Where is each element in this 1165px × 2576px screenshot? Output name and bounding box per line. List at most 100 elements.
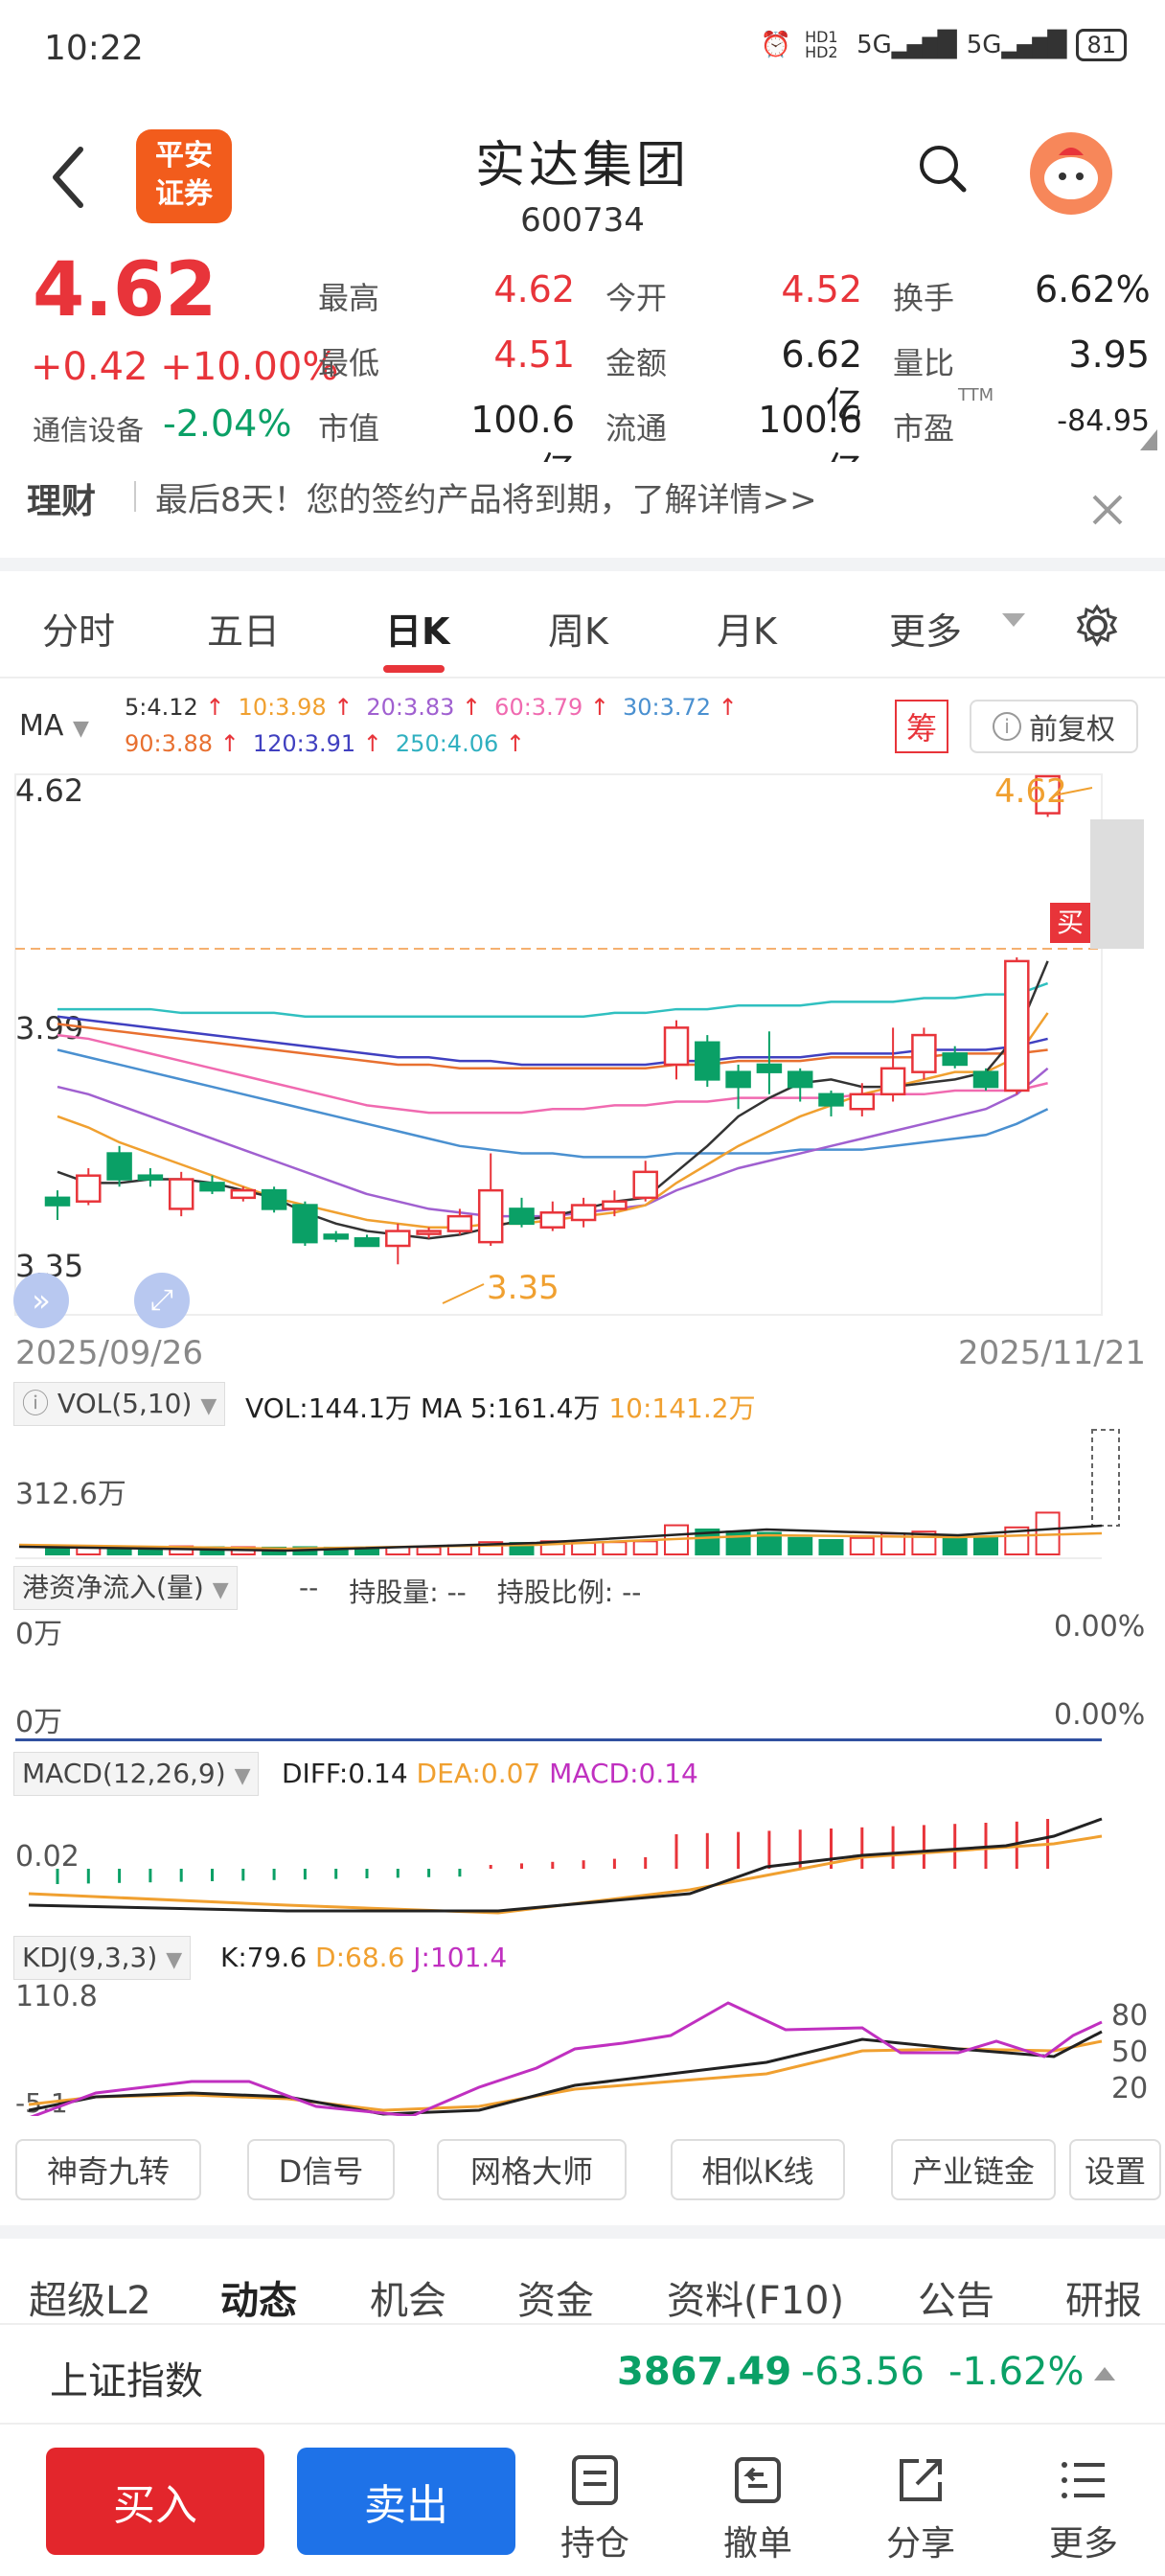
chip-distribution-button[interactable]: 筹 xyxy=(895,700,948,753)
tab-4[interactable]: 月K xyxy=(717,610,777,653)
pe-ttm-sup: TTM xyxy=(958,385,994,405)
tool-button-4[interactable]: 产业链金 xyxy=(891,2139,1056,2200)
ma-line-7 xyxy=(57,960,1049,1240)
candle-8 xyxy=(292,1201,318,1246)
banner-text[interactable]: 最后8天！您的签约产品将到期，了解详情>> xyxy=(155,481,817,519)
tool-button-5[interactable]: 设置 xyxy=(1069,2139,1161,2200)
ma-line-2 xyxy=(57,1023,1048,1070)
low-marker-line xyxy=(442,1283,485,1304)
candle-1 xyxy=(76,1167,102,1206)
hk-flow-selector[interactable]: 港资净流入(量) ▼ xyxy=(13,1566,238,1610)
volume-indicator-selector[interactable]: ⓘ VOL(5,10) ▼ xyxy=(13,1382,226,1426)
macd-ytick: 0.02 xyxy=(15,1840,80,1874)
broker-logo[interactable]: 平安 证券 xyxy=(136,129,232,223)
index-change: -63.56 xyxy=(801,2350,925,2394)
dea-line xyxy=(28,1834,1103,1915)
stat-label-0: 最高 xyxy=(318,280,380,316)
kdj-values: K:79.6 D:68.6 J:101.4 xyxy=(220,1942,508,1973)
candlestick-chart[interactable] xyxy=(0,767,1165,1322)
kdj-selector[interactable]: KDJ(9,3,3) ▼ xyxy=(13,1936,192,1980)
fullscreen-icon[interactable]: ⤢ xyxy=(134,1273,190,1328)
more-button[interactable]: 更多 xyxy=(1040,2453,1127,2565)
index-name: 上证指数 xyxy=(50,2359,203,2404)
tab-2[interactable]: 日K xyxy=(385,610,450,653)
candle-9 xyxy=(323,1230,349,1243)
tab-1[interactable]: 五日 xyxy=(207,610,281,653)
tool-button-1[interactable]: D信号 xyxy=(247,2139,395,2200)
hk-left-top: 0万 xyxy=(15,1618,63,1651)
undo-icon xyxy=(735,2457,781,2503)
section-divider-2 xyxy=(0,2225,1165,2239)
share-icon xyxy=(900,2459,942,2501)
candle-28 xyxy=(911,1027,937,1080)
cancel-order-button[interactable]: 撤单 xyxy=(715,2453,801,2565)
index-value: 3867.49 xyxy=(617,2350,792,2394)
current-price: 4.62 xyxy=(33,247,217,334)
ma-legend-item: 60:3.79 ↑ xyxy=(494,694,609,721)
expand-triangle-icon[interactable] xyxy=(1140,429,1157,450)
macd-chart[interactable] xyxy=(0,1798,1165,1936)
candle-19 xyxy=(632,1161,658,1202)
info-tab-4[interactable]: 资料(F10) xyxy=(667,2279,845,2323)
stat-label-6: 市值 xyxy=(318,410,380,447)
kdj-level-50: 50 xyxy=(1111,2036,1149,2069)
ma-line-0 xyxy=(57,981,1049,1019)
tool-button-3[interactable]: 相似K线 xyxy=(671,2139,845,2200)
expand-up-icon[interactable] xyxy=(1094,2365,1115,2380)
price-change: +0.42 +10.00% xyxy=(31,345,339,389)
index-bar[interactable]: 上证指数 3867.49 -63.56 -1.62% xyxy=(0,2325,1165,2423)
buy-signal-marker[interactable]: 买 xyxy=(1050,903,1090,943)
sell-button[interactable]: 卖出 xyxy=(297,2448,515,2555)
volume-bar-24 xyxy=(788,1536,813,1556)
candle-16 xyxy=(539,1201,566,1231)
back-icon[interactable] xyxy=(48,144,86,211)
stat-label-5: 量比 xyxy=(893,345,955,381)
close-icon[interactable] xyxy=(1090,493,1125,527)
ma-selector[interactable]: MA ▼ xyxy=(19,709,89,743)
vol-ma10-line xyxy=(18,1531,1103,1551)
tab-3[interactable]: 周K xyxy=(548,610,608,653)
ma-legend-item: 10:3.98 ↑ xyxy=(238,694,354,721)
signal-5g-icon-2: 5G▂▄▆█ xyxy=(966,31,1067,59)
volume-chart[interactable] xyxy=(0,1428,1165,1562)
kdj-chart[interactable] xyxy=(0,1982,1165,2116)
assistant-avatar-icon[interactable] xyxy=(1030,132,1112,215)
chart-frame xyxy=(14,773,1103,1316)
stat-value-0: 4.62 xyxy=(493,268,575,310)
positions-button[interactable]: 持仓 xyxy=(552,2453,638,2565)
info-tab-3[interactable]: 资金 xyxy=(517,2279,594,2323)
kdj-level-20: 20 xyxy=(1111,2072,1149,2105)
info-tab-5[interactable]: 公告 xyxy=(918,2279,994,2323)
info-tab-0[interactable]: 超级L2 xyxy=(29,2279,151,2323)
signal-5g-icon: 5G▂▄▆█ xyxy=(857,31,957,59)
tab-5[interactable]: 更多 xyxy=(889,610,963,653)
promo-banner[interactable]: 理财 最后8天！您的签约产品将到期，了解详情>> xyxy=(0,462,1165,558)
search-icon[interactable] xyxy=(918,144,968,194)
positions-icon xyxy=(572,2455,618,2505)
banner-tag: 理财 xyxy=(27,482,97,521)
info-tab-2[interactable]: 机会 xyxy=(370,2279,446,2323)
sector-name[interactable]: 通信设备 xyxy=(33,414,145,447)
buy-button[interactable]: 买入 xyxy=(46,2448,264,2555)
tool-button-2[interactable]: 网格大师 xyxy=(437,2139,627,2200)
ma-legend-item: 250:4.06 ↑ xyxy=(395,730,525,757)
share-button[interactable]: 分享 xyxy=(878,2453,964,2565)
macd-selector[interactable]: MACD(12,26,9) ▼ xyxy=(13,1752,260,1796)
info-tab-6[interactable]: 研报 xyxy=(1065,2279,1142,2323)
tool-button-0[interactable]: 神奇九转 xyxy=(15,2139,201,2200)
tab-divider xyxy=(0,677,1165,678)
y-axis-top: 4.62 xyxy=(15,772,84,809)
info-icon-small: ⓘ xyxy=(22,1388,50,1419)
kdj-k-line xyxy=(28,2030,1103,2116)
candle-5 xyxy=(199,1175,225,1194)
price-adjust-button[interactable]: i 前复权 xyxy=(970,700,1138,753)
tab-0[interactable]: 分时 xyxy=(42,610,116,653)
stat-label-4: 金额 xyxy=(605,345,668,381)
more-dropdown-icon[interactable] xyxy=(1002,613,1025,629)
index-pct: -1.62% xyxy=(948,2350,1085,2394)
info-tab-1[interactable]: 动态 xyxy=(220,2279,297,2323)
settings-gear-icon[interactable] xyxy=(1075,604,1119,648)
stat-label-3: 最低 xyxy=(318,345,380,381)
kdj-level-80: 80 xyxy=(1111,1999,1149,2033)
expand-left-icon[interactable]: » xyxy=(13,1273,69,1328)
